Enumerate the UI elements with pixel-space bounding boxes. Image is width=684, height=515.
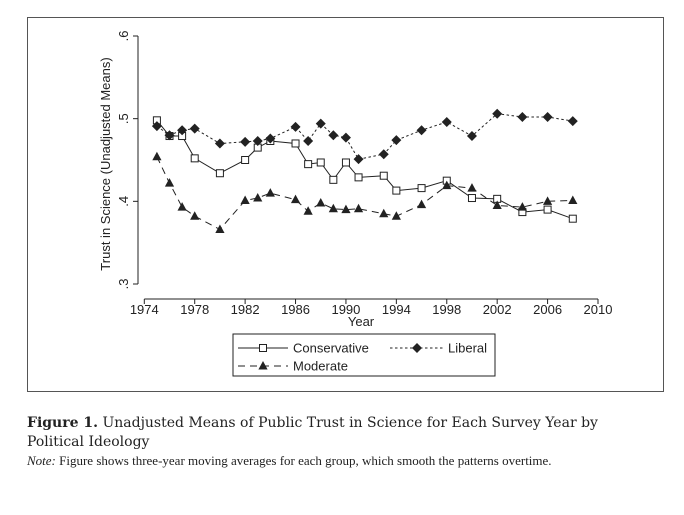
conservative-point bbox=[215, 169, 224, 178]
liberal-point bbox=[466, 131, 477, 142]
figure-caption: Figure 1. Unadjusted Means of Public Tru… bbox=[27, 414, 657, 452]
liberal-point bbox=[214, 138, 225, 149]
note-label: Note: bbox=[27, 453, 56, 468]
caption-text: Unadjusted Means of Public Trust in Scie… bbox=[27, 415, 598, 450]
moderate-point bbox=[303, 206, 313, 215]
conservative-point bbox=[190, 154, 199, 163]
liberal-point bbox=[567, 116, 578, 127]
conservative-point bbox=[379, 171, 388, 180]
liberal-point bbox=[416, 125, 427, 136]
moderate-point bbox=[316, 197, 326, 207]
liberal-point bbox=[240, 136, 251, 147]
conservative-point bbox=[304, 160, 313, 169]
liberal-point bbox=[353, 154, 364, 165]
moderate-point bbox=[328, 203, 338, 213]
liberal-point bbox=[177, 125, 188, 136]
conservative-point bbox=[354, 173, 363, 182]
moderate-point bbox=[391, 211, 401, 220]
conservative-point bbox=[291, 139, 300, 148]
moderate-point bbox=[353, 203, 364, 213]
x-tick-label: 2006 bbox=[533, 302, 562, 317]
y-tick-label: .4 bbox=[116, 196, 131, 207]
moderate-point bbox=[253, 193, 263, 202]
liberal-point bbox=[328, 130, 339, 141]
y-tick-label: .5 bbox=[116, 113, 131, 124]
moderate-point bbox=[379, 208, 389, 218]
liberal-point bbox=[391, 135, 402, 146]
liberal-point bbox=[492, 108, 503, 119]
liberal-point bbox=[378, 149, 389, 160]
conservative-point bbox=[543, 205, 552, 214]
x-axis-label: Year bbox=[348, 314, 375, 329]
liberal-point bbox=[441, 116, 452, 127]
moderate-point bbox=[442, 180, 452, 190]
legend-liberal-point bbox=[412, 343, 422, 353]
legend-box bbox=[232, 333, 496, 377]
x-tick-label: 1978 bbox=[180, 302, 209, 317]
caption-label: Figure 1. bbox=[27, 415, 98, 431]
moderate-point bbox=[240, 195, 250, 205]
y-tick-label: .3 bbox=[116, 279, 131, 290]
moderate-point bbox=[290, 194, 301, 204]
moderate-point bbox=[542, 196, 553, 205]
liberal-point bbox=[315, 118, 326, 129]
legend-liberal-label: Liberal bbox=[448, 341, 487, 356]
note-text: Figure shows three-year moving averages … bbox=[55, 453, 552, 468]
moderate-line bbox=[156, 156, 573, 231]
trust-in-science-chart: .3 .4 .5 .6 Trust in Science (Unadjusted Mea… bbox=[98, 31, 613, 377]
x-tick-label: 1994 bbox=[382, 302, 411, 317]
legend-moderate-label: Moderate bbox=[293, 359, 348, 374]
conservative-point bbox=[241, 156, 250, 164]
liberal-point bbox=[517, 112, 528, 123]
moderate-point bbox=[265, 188, 275, 197]
moderate-point bbox=[416, 199, 427, 209]
conservative-point bbox=[392, 186, 401, 195]
x-tick-label: 2010 bbox=[584, 302, 613, 317]
liberal-point bbox=[542, 112, 553, 123]
liberal-point bbox=[189, 123, 200, 134]
conservative-point bbox=[329, 175, 338, 184]
x-tick-label: 1974 bbox=[130, 302, 159, 317]
moderate-point bbox=[341, 204, 351, 214]
conservative-point bbox=[467, 194, 476, 203]
conservative-point bbox=[417, 184, 426, 193]
liberal-point bbox=[164, 130, 175, 141]
x-tick-label: 1986 bbox=[281, 302, 310, 317]
legend-conservative-label: Conservative bbox=[293, 341, 369, 356]
moderate-point bbox=[467, 183, 477, 192]
liberal-point bbox=[265, 133, 276, 144]
figure-frame: .3 .4 .5 .6 Trust in Science (Unadjusted Mea… bbox=[27, 17, 664, 392]
x-tick-label: 1982 bbox=[231, 302, 260, 317]
x-tick-label: 1998 bbox=[432, 302, 461, 317]
figure-note: Note: Figure shows three-year moving ave… bbox=[27, 453, 667, 469]
moderate-point bbox=[190, 211, 200, 220]
moderate-point bbox=[152, 151, 162, 161]
conservative-point bbox=[341, 158, 350, 167]
liberal-point bbox=[340, 132, 351, 143]
moderate-point bbox=[177, 202, 187, 211]
liberal-point bbox=[290, 121, 301, 132]
moderate-point bbox=[215, 224, 225, 233]
liberal-point bbox=[252, 135, 263, 146]
y-tick-label: .6 bbox=[116, 31, 131, 42]
legend-conservative-point bbox=[259, 344, 267, 352]
moderate-point bbox=[164, 178, 175, 187]
liberal-point bbox=[303, 135, 314, 146]
x-tick-label: 1990 bbox=[331, 302, 360, 317]
legend-moderate-point bbox=[258, 361, 268, 370]
moderate-point bbox=[492, 200, 502, 209]
liberal-point bbox=[151, 121, 162, 132]
conservative-point bbox=[568, 214, 577, 223]
moderate-point bbox=[568, 195, 578, 205]
y-axis-label: Trust in Science (Unadjusted Means) bbox=[98, 57, 113, 270]
liberal-line bbox=[156, 113, 573, 160]
x-tick-label: 2002 bbox=[483, 302, 512, 317]
moderate-point bbox=[517, 202, 527, 211]
conservative-point bbox=[316, 158, 325, 167]
